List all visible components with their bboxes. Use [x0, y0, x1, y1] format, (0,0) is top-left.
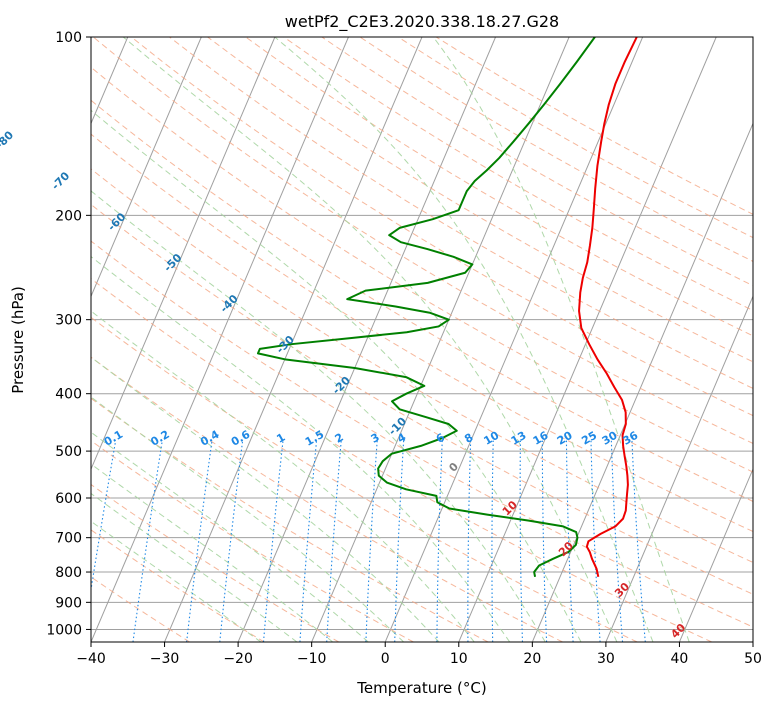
isotherm-line — [164, 37, 423, 642]
moist-adiabat-line — [91, 492, 298, 642]
moist-adiabat-line — [91, 463, 334, 642]
x-tick-label: −20 — [223, 651, 253, 667]
isotherm-line — [678, 467, 753, 642]
temperature-profile-line — [578, 37, 638, 578]
mixing-ratio-line — [436, 440, 443, 642]
dry-adiabat-line — [91, 316, 638, 642]
moist-adiabat-line — [274, 37, 654, 642]
isotherm-line — [91, 37, 349, 642]
y-tick-label: 600 — [55, 491, 82, 507]
y-tick-label: 300 — [55, 313, 82, 329]
mixing-ratio-line — [631, 440, 646, 642]
moist-adiabat-line — [91, 190, 546, 642]
y-tick-label: 1000 — [46, 622, 82, 638]
x-tick-label: −30 — [150, 651, 180, 667]
plot-frame — [90, 36, 754, 643]
isotherm-line — [237, 37, 497, 642]
y-tick-label: 400 — [55, 387, 82, 403]
dry-adiabat-line — [321, 37, 753, 287]
moist-adiabat-line — [91, 310, 475, 642]
mixing-ratio-line — [610, 440, 624, 642]
x-tick-label: 10 — [450, 651, 468, 667]
moist-adiabat-line — [91, 396, 404, 642]
dry-adiabat-line — [283, 37, 753, 312]
moist-adiabat-line — [91, 431, 369, 642]
x-tick-label: −10 — [297, 651, 327, 667]
y-axis: 100 200 300 400 500 600 700 800 900 1000 — [46, 30, 91, 638]
x-tick-label: 20 — [523, 651, 541, 667]
isotherm-line — [531, 122, 753, 642]
isotherm-line — [384, 37, 644, 642]
moist-adiabat-line — [91, 255, 511, 642]
dry-adiabat-line — [91, 99, 753, 502]
mixing-ratio-line — [565, 440, 574, 642]
mixing-ratio-line — [299, 440, 318, 642]
dry-adiabat-line — [131, 37, 753, 417]
dry-adiabat-line — [91, 529, 265, 642]
mixing-ratio-line — [132, 440, 163, 642]
dry-adiabat-line — [91, 356, 563, 642]
isotherm-line — [91, 37, 276, 471]
mixing-ratio-line — [519, 440, 524, 642]
mixing-ratio-line — [219, 440, 244, 642]
x-tick-label: 40 — [671, 651, 689, 667]
y-tick-label: 200 — [55, 208, 82, 224]
mixing-ratio-line — [394, 440, 405, 642]
mixing-ratio-line — [326, 440, 342, 642]
background-lines — [91, 37, 753, 642]
mixing-ratio-line — [262, 440, 284, 642]
mixing-ratio-line — [467, 440, 472, 642]
x-tick-label: 50 — [744, 651, 762, 667]
mixing-ratio-line — [541, 440, 548, 642]
y-tick-label: 500 — [55, 444, 82, 460]
mixing-ratio-line — [491, 440, 494, 642]
y-axis-label: Pressure (hPa) — [9, 286, 27, 394]
series-layer — [256, 37, 638, 578]
mixing-ratio-line — [186, 440, 213, 642]
moist-adiabat-line — [91, 356, 440, 642]
isotherm-line — [91, 37, 202, 298]
dry-adiabat-line — [91, 278, 712, 642]
x-axis: −40 −30 −20 −10 0 10 20 30 40 50 — [76, 642, 762, 667]
dewpoint-profile-line — [256, 37, 596, 577]
moist-adiabat-line — [122, 37, 618, 642]
x-tick-label: 0 — [381, 651, 390, 667]
isotherm-line — [605, 295, 753, 642]
moist-adiabat-line — [432, 37, 690, 642]
chart-title: wetPf2_C2E3.2020.338.18.27.G28 — [285, 12, 559, 32]
x-tick-label: −40 — [76, 651, 106, 667]
mixing-ratio-line — [365, 440, 378, 642]
dry-adiabat-line — [169, 37, 753, 389]
moist-adiabat-line — [91, 520, 262, 642]
x-axis-label: Temperature (°C) — [356, 679, 486, 697]
y-tick-label: 800 — [55, 565, 82, 581]
dry-adiabat-line — [91, 168, 753, 563]
y-tick-label: 100 — [55, 30, 82, 46]
y-tick-label: 700 — [55, 531, 82, 547]
dry-adiabat-line — [91, 203, 753, 595]
dry-adiabat-line — [91, 240, 753, 628]
dry-adiabat-line — [91, 483, 340, 642]
x-tick-label: 30 — [597, 651, 615, 667]
mixing-ratio-line — [590, 440, 601, 642]
y-tick-label: 900 — [55, 595, 82, 611]
dry-adiabat-line — [91, 133, 753, 533]
mixing-ratio-line — [91, 440, 117, 594]
